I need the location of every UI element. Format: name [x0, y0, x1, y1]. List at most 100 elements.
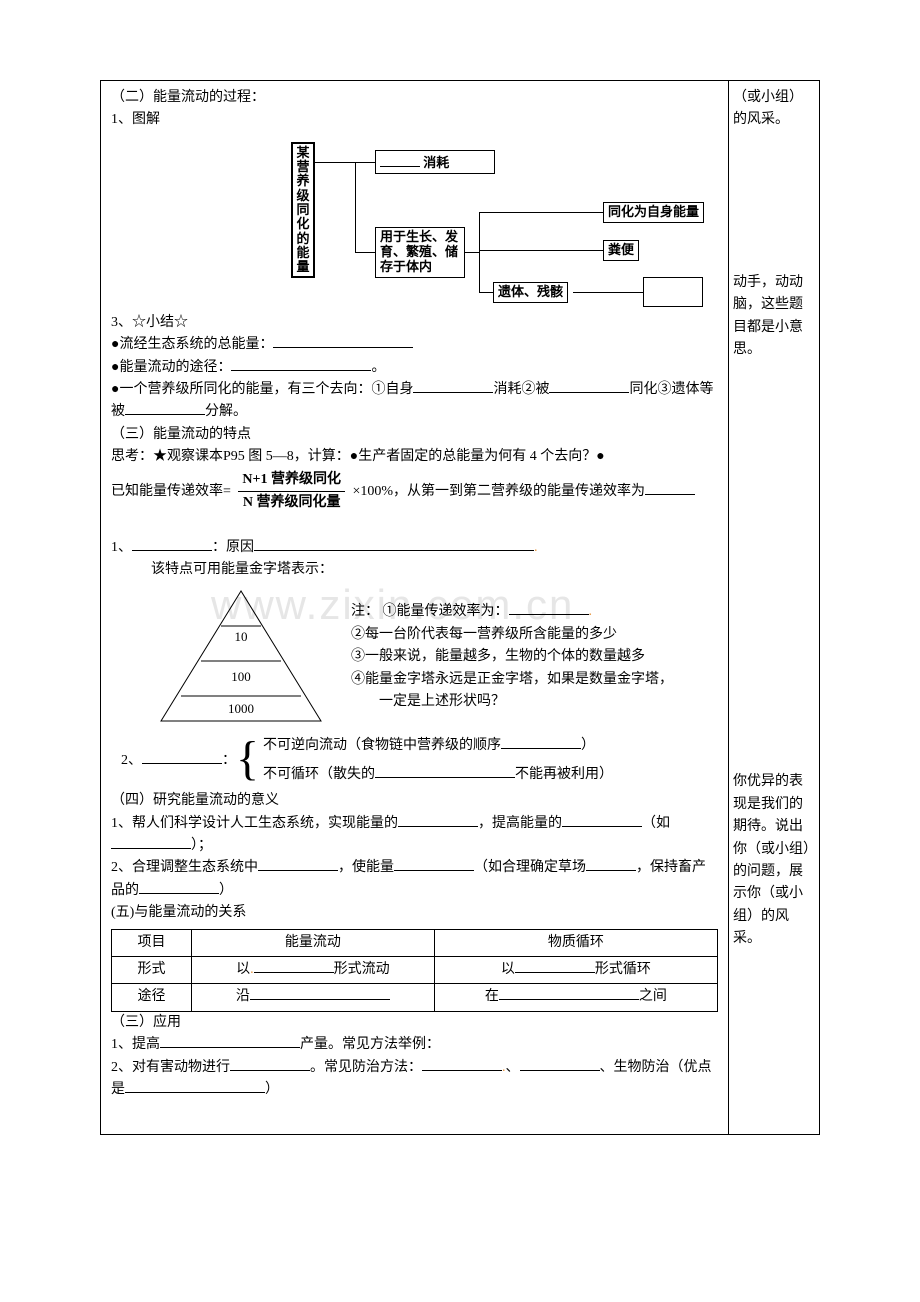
sec2-item1: 1、图解	[111, 109, 291, 131]
r1c3-b	[515, 959, 595, 973]
b2-b	[375, 764, 515, 778]
s4l1d: ）；	[191, 838, 212, 853]
orange-dot-1: .	[534, 540, 538, 555]
al2e: ）	[265, 1082, 279, 1097]
sec4-l1: 1、帮人们科学设计人工生态系统，实现能量的，提高能量的（如）；	[111, 813, 718, 858]
s-l2b: 。	[371, 360, 385, 375]
b1a: 不可逆向流动（食物链中营养级的顺序	[263, 738, 501, 753]
sec4-l2: 2、合理调整生态系统中，使能量（如合理确定草场，保持畜产品的）	[111, 857, 718, 902]
eff-line: 已知能量传递效率= N+1 营养级同化 N 营养级同化量 ×100%，从第一到第…	[111, 469, 718, 515]
s4l1-b1	[398, 813, 478, 827]
r1c1: 形式	[112, 956, 192, 983]
r1c3a: 以	[501, 962, 515, 977]
page-frame: （二）能量流动的过程： 1、图解 某营养级同化的能量 消耗 用于生长、发育、繁殖…	[100, 80, 820, 1135]
growth-box: 用于生长、发育、繁殖、储存于体内	[375, 227, 465, 278]
b1-b	[501, 735, 581, 749]
eff-fraction: N+1 营养级同化 N 营养级同化量	[238, 469, 345, 515]
r1c2a: 以	[236, 962, 250, 977]
side-note-2: 动手，动动脑，这些题目都是小意思。	[733, 272, 815, 362]
p2-b	[142, 750, 222, 764]
comparison-table: 项目 能量流动 物质循环 形式 以.形式流动 以形式循环 途径 沿 在之间	[111, 929, 718, 1012]
feces-box: 粪便	[603, 240, 639, 261]
s-l3-b3	[125, 401, 205, 415]
pyramid-notes: 注： ①能量传递效率为：. ②每一台阶代表每一营养级所含能量的多少 ③一般来说，…	[351, 581, 718, 731]
side-note-1: （或小组）的风采。	[733, 87, 815, 132]
energy-flow-diagram: 某营养级同化的能量 消耗 用于生长、发育、繁殖、储存于体内 同化为自身能量	[291, 132, 718, 312]
r1c3b: 形式循环	[595, 962, 651, 977]
al2b: 。常见防治方法：	[310, 1060, 422, 1075]
pyramid-block: www.zixin.com.cn 10 100 1000 注： ①能量传递效率为…	[111, 581, 718, 731]
s-l3a: ●一个营养级所同化的能量，有三个去向：①自身	[111, 382, 413, 397]
orange-dot-2: .	[589, 604, 593, 619]
s4l2-b2	[394, 857, 474, 871]
s4l2-b4	[139, 880, 219, 894]
r2c3-b	[499, 986, 639, 1000]
table-row: 形式 以.形式流动 以形式循环	[112, 956, 718, 983]
n2: ②每一台阶代表每一营养级所含能量的多少	[351, 624, 718, 646]
eff-blank	[645, 481, 695, 495]
s4l2c: （如合理确定草场	[474, 860, 586, 875]
s4l1a: 1、帮人们科学设计人工生态系统，实现能量的	[111, 816, 398, 831]
pyr-t2: 100	[231, 669, 251, 684]
al1b: 产量。常见方法举例：	[300, 1037, 440, 1052]
summary-heading: 3、☆小结☆	[111, 312, 718, 334]
s4l2-b3	[586, 857, 636, 871]
main-column: （二）能量流动的过程： 1、图解 某营养级同化的能量 消耗 用于生长、发育、繁殖…	[101, 81, 729, 1134]
s4l1c: （如	[642, 816, 670, 831]
al1a: 1、提高	[111, 1037, 160, 1052]
n3: ③一般来说，能量越多，生物的个体的数量越多	[351, 646, 718, 668]
brace-block: 2、： { 不可逆向流动（食物链中营养级的顺序） 不可循环（散失的不能再被利用）	[271, 735, 718, 786]
app-title: （三）应用	[111, 1012, 718, 1034]
p1-b2	[254, 537, 534, 551]
consume-blank	[380, 153, 420, 167]
p1-line: 1、：原因.	[111, 537, 718, 559]
al2a: 2、对有害动物进行	[111, 1060, 230, 1075]
s4l2-b1	[258, 857, 338, 871]
p1a: 1、	[111, 540, 132, 555]
eff-pref: 已知能量传递效率=	[111, 484, 231, 499]
b1b: ）	[581, 738, 595, 753]
th2: 能量流动	[192, 929, 435, 956]
n1-b	[509, 601, 589, 615]
sec3-think: 思考：★观察课本P95 图 5—8，计算：●生产者固定的总能量为何有 4 个去向…	[111, 446, 718, 468]
b2b: 不能再被利用）	[515, 767, 613, 782]
n1a: 注： ①能量传递效率为：	[351, 604, 509, 619]
al2-b3	[520, 1057, 600, 1071]
summary-l1: ●流经生态系统的总能量：	[111, 334, 718, 356]
r1c2b: 形式流动	[334, 962, 390, 977]
remains-box: 遗体、残骸	[493, 282, 568, 303]
r2c3b: 之间	[639, 989, 667, 1004]
frac-num: N+1 营养级同化	[238, 469, 345, 492]
p1c: 该特点可用能量金字塔表示：	[151, 559, 718, 581]
s-l3-b1	[413, 379, 493, 393]
s4l1-b2	[562, 813, 642, 827]
side-column: （或小组）的风采。 动手，动动脑，这些题目都是小意思。 你优异的表现是我们的期待…	[729, 81, 819, 1134]
side-note-3: 你优异的表现是我们的期待。说出你（或小组）的问题，展示你（或小组）的风采。	[733, 771, 815, 950]
p1-b1	[132, 537, 212, 551]
r2c3a: 在	[485, 989, 499, 1004]
diagram-source-box: 某营养级同化的能量	[291, 142, 315, 279]
al2-b4	[125, 1079, 265, 1093]
s4l2e: ）	[219, 883, 233, 898]
self-energy-box: 同化为自身能量	[603, 202, 704, 223]
table-row: 项目 能量流动 物质循环	[112, 929, 718, 956]
r2c1: 途径	[112, 984, 192, 1011]
sec4-title: （四）研究能量流动的意义	[111, 790, 718, 812]
th1: 项目	[112, 929, 192, 956]
pyr-t3: 1000	[228, 701, 254, 716]
frac-den: N 营养级同化量	[238, 492, 345, 514]
summary-l2: ●能量流动的途径： 。	[111, 357, 718, 379]
sec2-title: （二）能量流动的过程：	[111, 87, 718, 109]
r2c2a: 沿	[236, 989, 250, 1004]
app-l2: 2、对有害动物进行。常见防治方法：.、、生物防治（优点是）	[111, 1057, 718, 1102]
s-l2a: ●能量流动的途径：	[111, 360, 231, 375]
remains-empty-box	[643, 277, 703, 307]
b2a: 不可循环（散失的	[263, 767, 375, 782]
s4l1-b3	[111, 835, 191, 849]
al2-b1	[230, 1057, 310, 1071]
s-l1-b	[273, 334, 413, 348]
summary-l3: ●一个营养级所同化的能量，有三个去向：①自身消耗②被同化③遗体等被分解。	[111, 379, 718, 424]
sec5-title: (五)与能量流动的关系	[111, 902, 718, 924]
eff-suf: ×100%，从第一到第二营养级的能量传递效率为	[353, 484, 646, 499]
n5: 一定是上述形状吗？	[379, 691, 718, 713]
